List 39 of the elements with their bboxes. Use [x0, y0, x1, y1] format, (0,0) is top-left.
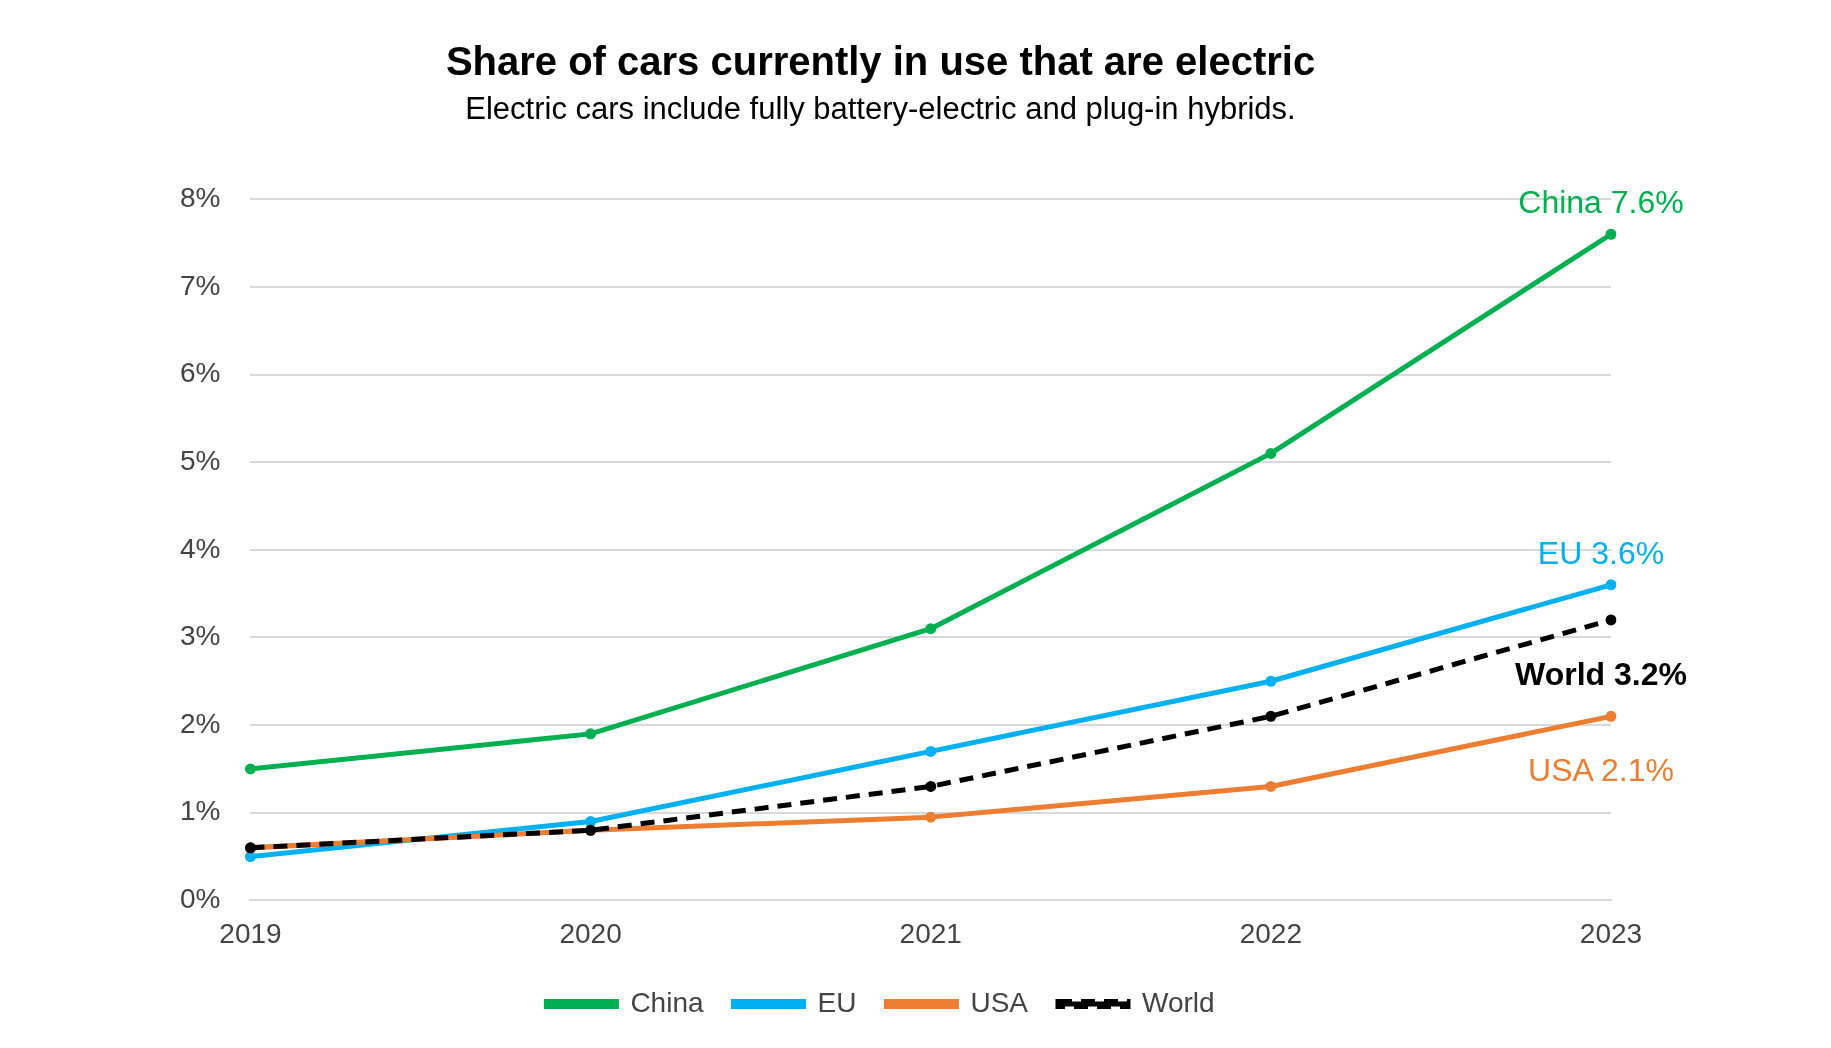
point: [244, 851, 256, 863]
annotation: USA 2.1%: [1528, 752, 1674, 789]
point: [1605, 614, 1617, 626]
point: [1265, 780, 1277, 792]
point: [1265, 710, 1277, 722]
annotation: China 7.6%: [1518, 184, 1684, 221]
point: [1605, 228, 1617, 240]
y-tick-label: 4%: [180, 532, 221, 564]
point: [1605, 710, 1617, 722]
point: [1265, 447, 1277, 459]
y-tick-label: 2%: [180, 707, 221, 739]
point: [925, 745, 937, 757]
y-tick-label: 7%: [180, 269, 221, 301]
y-tick-label: 6%: [180, 357, 221, 389]
legend-label: EU: [817, 986, 857, 1018]
point: [1605, 579, 1617, 591]
y-tick-label: 1%: [180, 795, 221, 827]
point: [585, 728, 597, 740]
legend-label: World: [1142, 986, 1215, 1018]
chart-subtitle: Electric cars include fully battery-electric and plug-in hybrids.: [465, 91, 1296, 127]
chart-title: Share of cars currently in use that are electric: [445, 39, 1316, 84]
annotation: EU 3.6%: [1537, 534, 1665, 571]
y-tick-label: 3%: [180, 620, 221, 652]
legend-label: USA: [970, 986, 1029, 1018]
y-tick-label: 0%: [180, 883, 221, 915]
x-tick-label: 2021: [899, 917, 962, 949]
x-tick-label: 2023: [1579, 917, 1643, 949]
x-tick-label: 2022: [1239, 917, 1303, 949]
point: [925, 811, 937, 823]
annotation: World 3.2%: [1515, 655, 1687, 692]
y-tick-label: 8%: [180, 181, 221, 213]
x-tick-label: 2020: [559, 917, 622, 949]
point: [244, 763, 256, 775]
point: [925, 623, 937, 635]
point: [925, 780, 937, 792]
legend-label: China: [630, 986, 704, 1018]
x-tick-label: 2019: [219, 917, 282, 949]
y-tick-label: 5%: [180, 444, 221, 476]
point: [1265, 675, 1277, 687]
